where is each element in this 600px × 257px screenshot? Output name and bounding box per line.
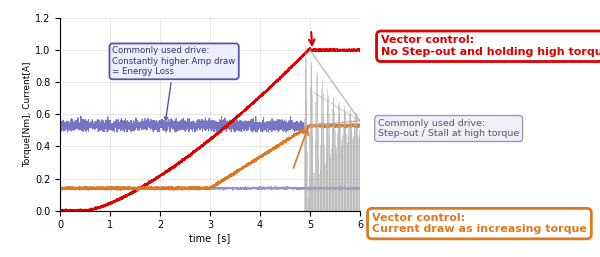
Text: Commonly used drive:
Constantly higher Amp draw
= Energy Loss: Commonly used drive: Constantly higher A… bbox=[113, 47, 236, 121]
Y-axis label: Torque[Nm], Current[A]: Torque[Nm], Current[A] bbox=[23, 62, 32, 167]
Text: Vector control:
No Step-out and holding high torque: Vector control: No Step-out and holding … bbox=[381, 35, 600, 57]
X-axis label: time  [s]: time [s] bbox=[190, 233, 230, 243]
Text: Commonly used drive:
Step-out / Stall at high torque: Commonly used drive: Step-out / Stall at… bbox=[378, 119, 519, 138]
Text: Vector control:
Current draw as increasing torque: Vector control: Current draw as increasi… bbox=[372, 213, 587, 234]
